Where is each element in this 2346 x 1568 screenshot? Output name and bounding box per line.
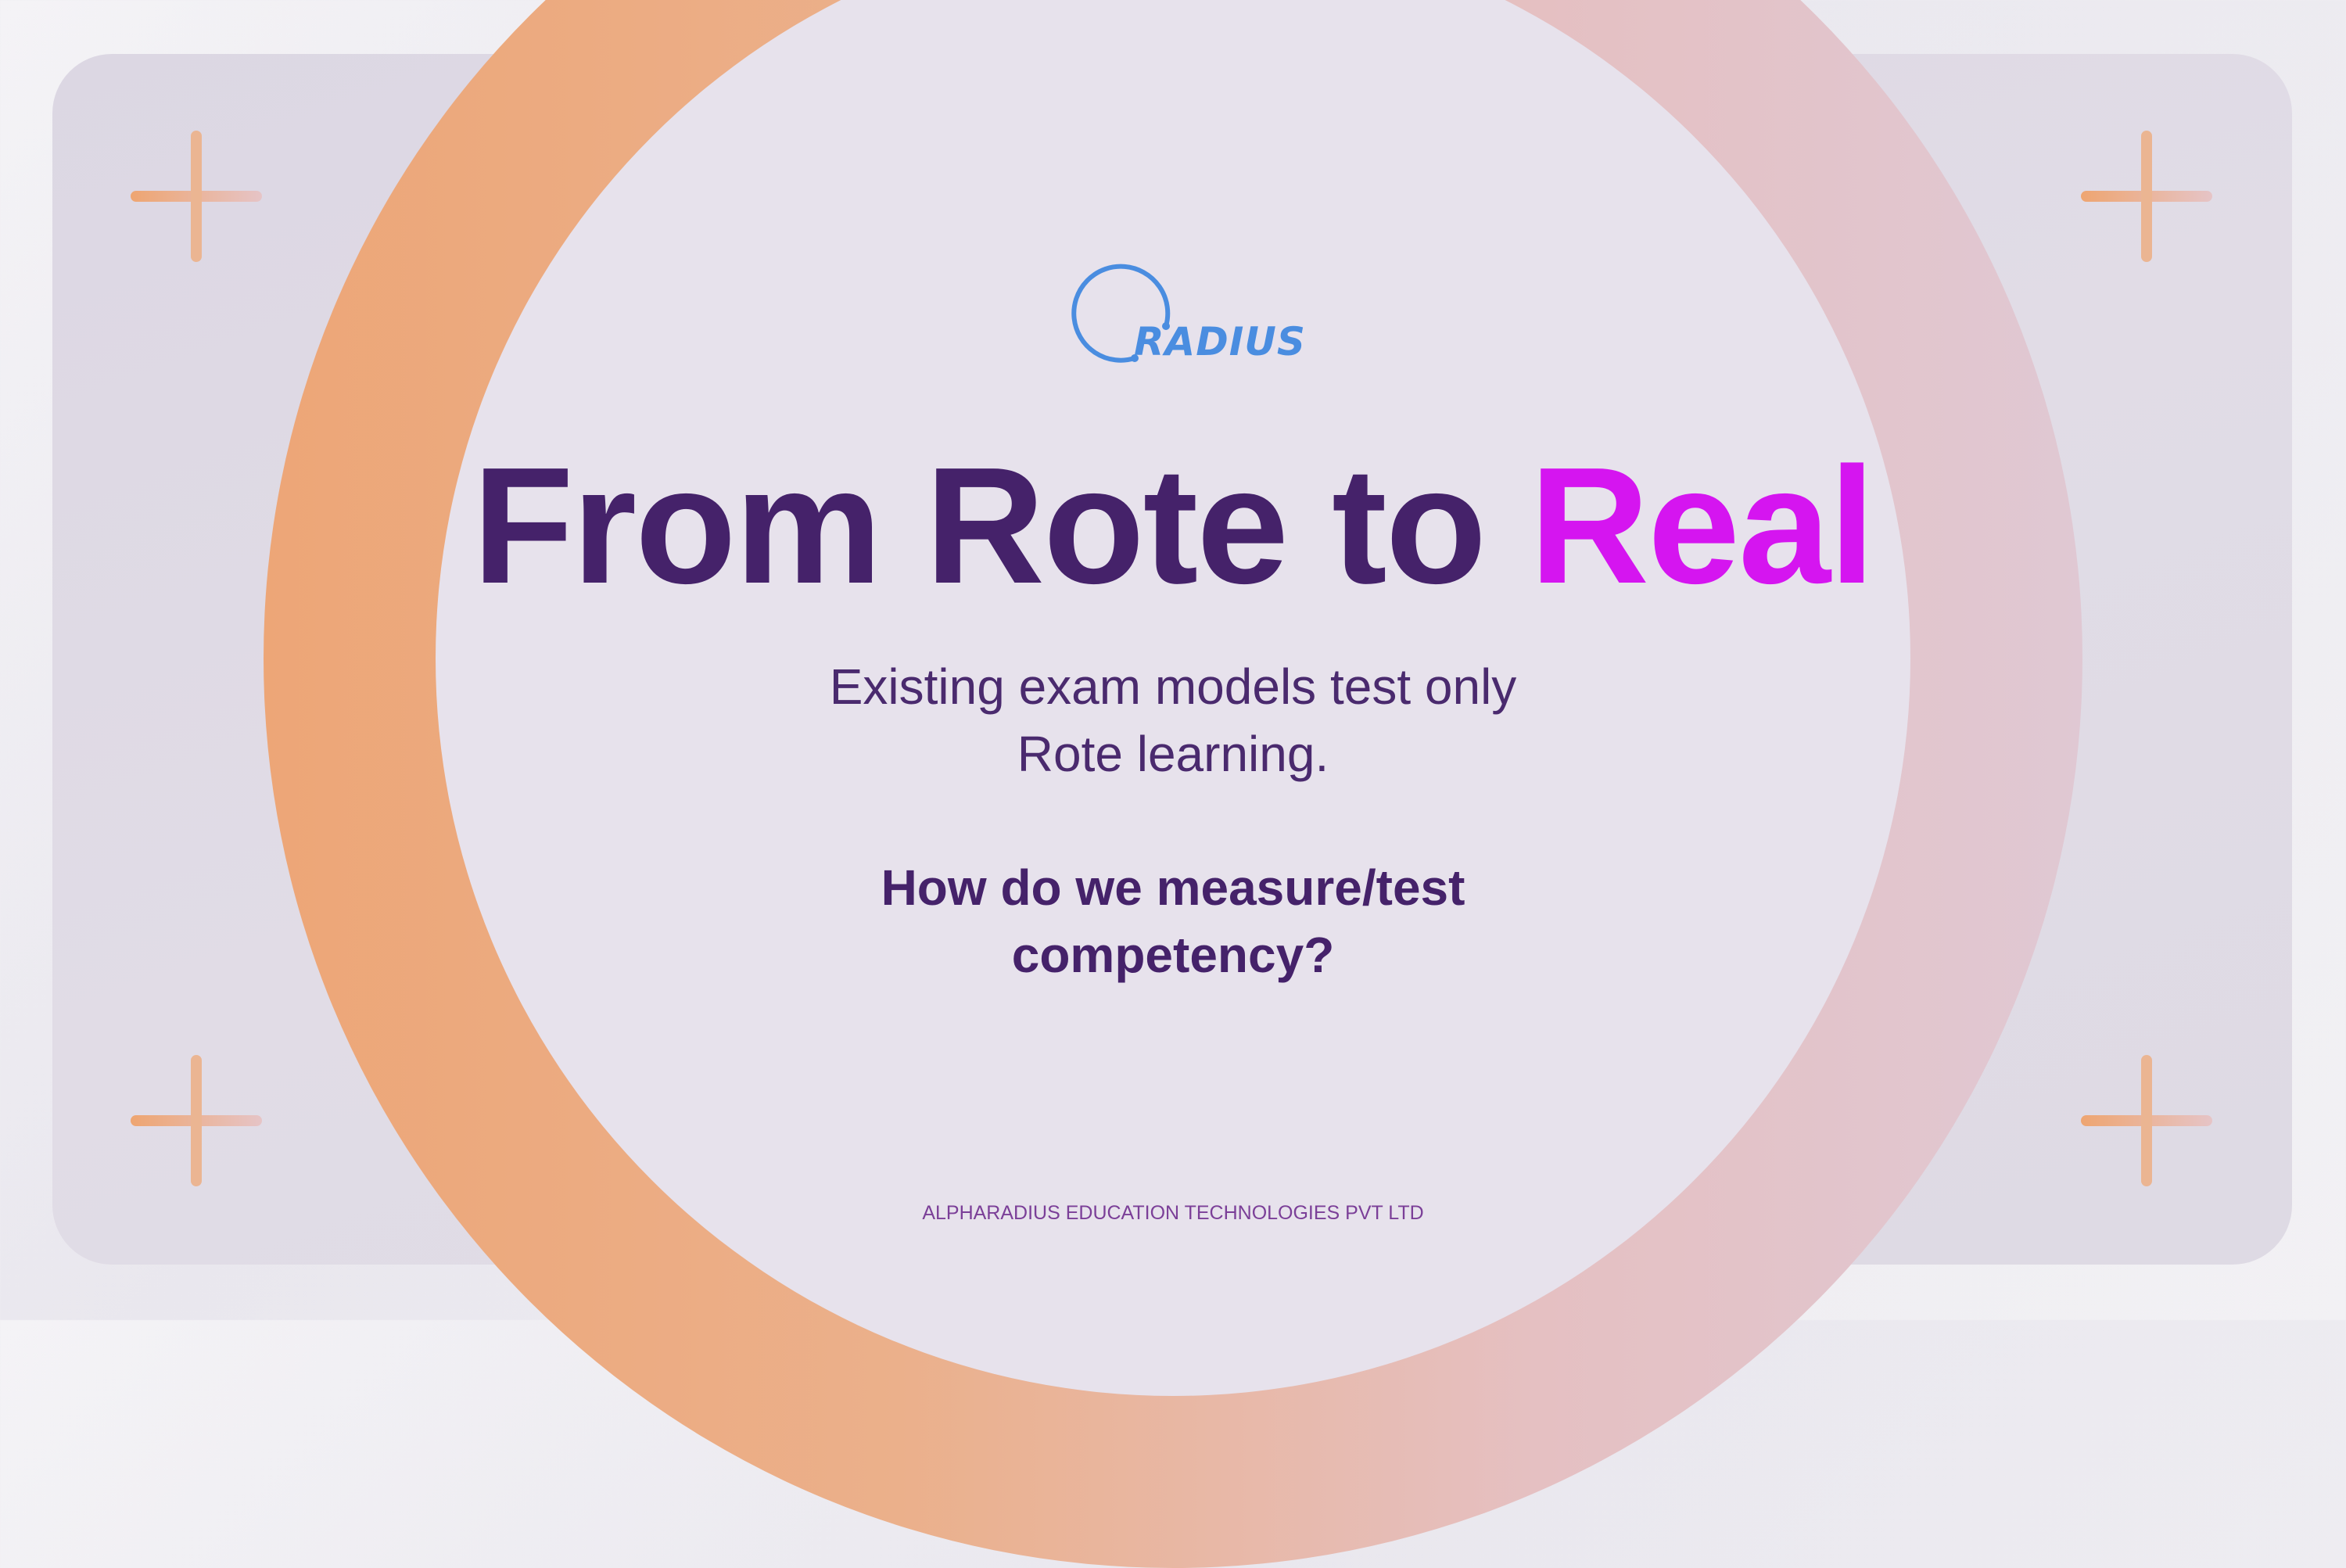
plus-icon [2081, 131, 2212, 262]
title-highlight: Real [1530, 432, 1875, 618]
title-main: From Rote to [472, 432, 1530, 618]
logo-text: RADIUS [1134, 319, 1306, 364]
plus-icon [131, 1055, 262, 1186]
page-title: From Rote to Real [0, 430, 2346, 621]
radius-logo-icon [1071, 264, 1171, 363]
plus-icon [131, 131, 262, 262]
footer-company: ALPHARADIUS EDUCATION TECHNOLOGIES PVT L… [922, 1202, 1424, 1224]
inner-circle [436, 0, 1910, 1396]
question-line: How do we measure/test [881, 859, 1465, 916]
subtitle-line: Rote learning. [1017, 726, 1329, 782]
subtitle-line: Existing exam models test only [829, 658, 1517, 715]
question: How do we measure/test competency? [0, 854, 2346, 989]
question-line: competency? [1011, 927, 1335, 983]
plus-icon [2081, 1055, 2212, 1186]
subtitle: Existing exam models test only Rote lear… [0, 653, 2346, 788]
